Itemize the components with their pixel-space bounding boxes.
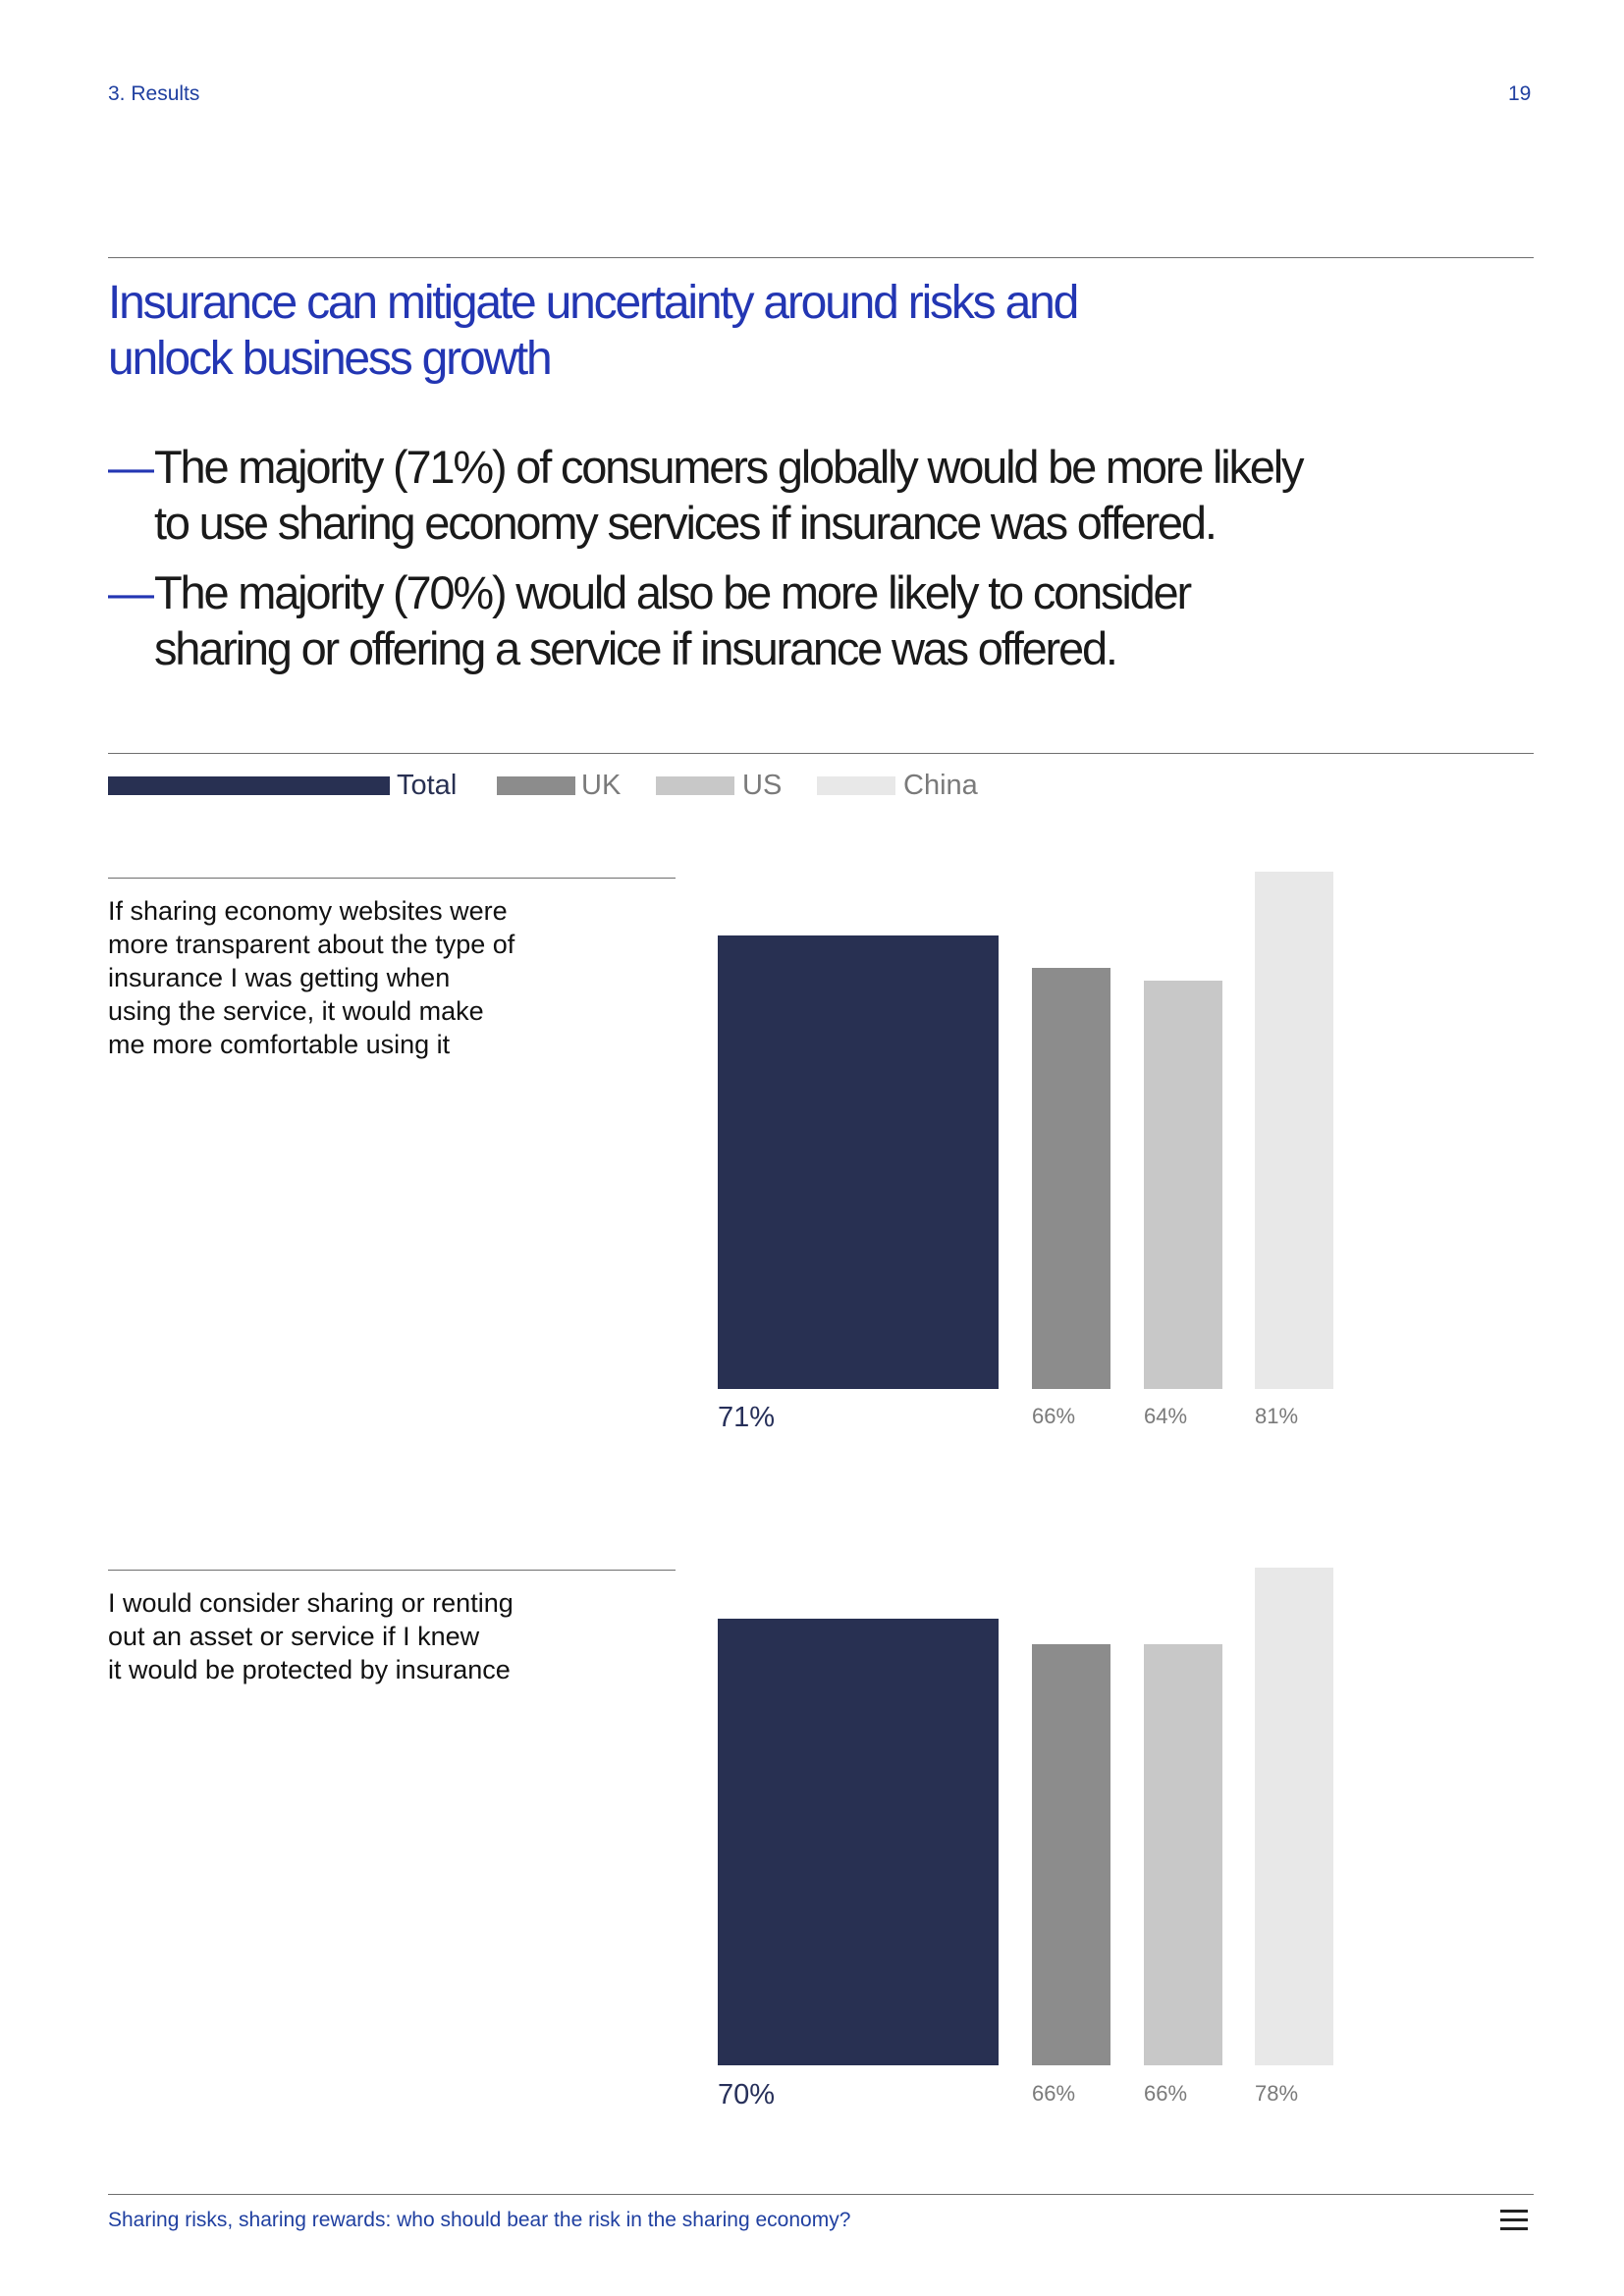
page-number: 19	[1508, 82, 1532, 105]
chart-question: If sharing economy websites were more tr…	[108, 896, 515, 1059]
footer-title: Sharing risks, sharing rewards: who shou…	[108, 2209, 851, 2231]
legend-label-uk: UK	[581, 770, 622, 801]
chart-question: I would consider sharing or renting out …	[108, 1588, 514, 1684]
legend-label-china: China	[903, 770, 978, 801]
dash-marker: —	[108, 441, 154, 493]
data-label-us: 66%	[1144, 2081, 1188, 2106]
bar-us	[1144, 1644, 1222, 2065]
menu-icon[interactable]	[1500, 2210, 1528, 2231]
bullet-item: — The majority (71%) of consumers global…	[108, 441, 1304, 549]
legend-swatch-china	[817, 776, 895, 795]
divider	[108, 2194, 1534, 2195]
dash-marker: —	[108, 566, 154, 618]
data-label-china: 78%	[1255, 2081, 1299, 2106]
legend-label-us: US	[742, 770, 783, 801]
section-label: 3. Results	[108, 82, 200, 105]
bar-us	[1144, 981, 1222, 1389]
divider	[108, 257, 1534, 258]
data-label-total: 71%	[718, 1402, 776, 1433]
question-divider	[108, 1570, 676, 1571]
bar-total	[718, 935, 999, 1389]
data-label-uk: 66%	[1032, 1404, 1076, 1428]
bar-uk	[1032, 1644, 1110, 2065]
key-findings: — The majority (71%) of consumers global…	[108, 439, 1384, 690]
data-label-china: 81%	[1255, 1404, 1299, 1428]
page-title: Insurance can mitigate uncertainty aroun…	[108, 277, 1079, 385]
bullet-item: — The majority (70%) would also be more …	[108, 566, 1192, 674]
bar-china	[1255, 1568, 1333, 2065]
legend-swatch-us	[656, 776, 734, 795]
data-label-uk: 66%	[1032, 2081, 1076, 2106]
legend-swatch-uk	[497, 776, 575, 795]
legend-label-total: Total	[397, 770, 458, 801]
bar-china	[1255, 872, 1333, 1389]
bar-uk	[1032, 968, 1110, 1389]
bar-total	[718, 1619, 999, 2065]
data-label-us: 64%	[1144, 1404, 1188, 1428]
data-label-total: 70%	[718, 2079, 776, 2110]
question-divider	[108, 878, 676, 879]
divider	[108, 753, 1534, 754]
legend-swatch-total	[108, 776, 390, 795]
